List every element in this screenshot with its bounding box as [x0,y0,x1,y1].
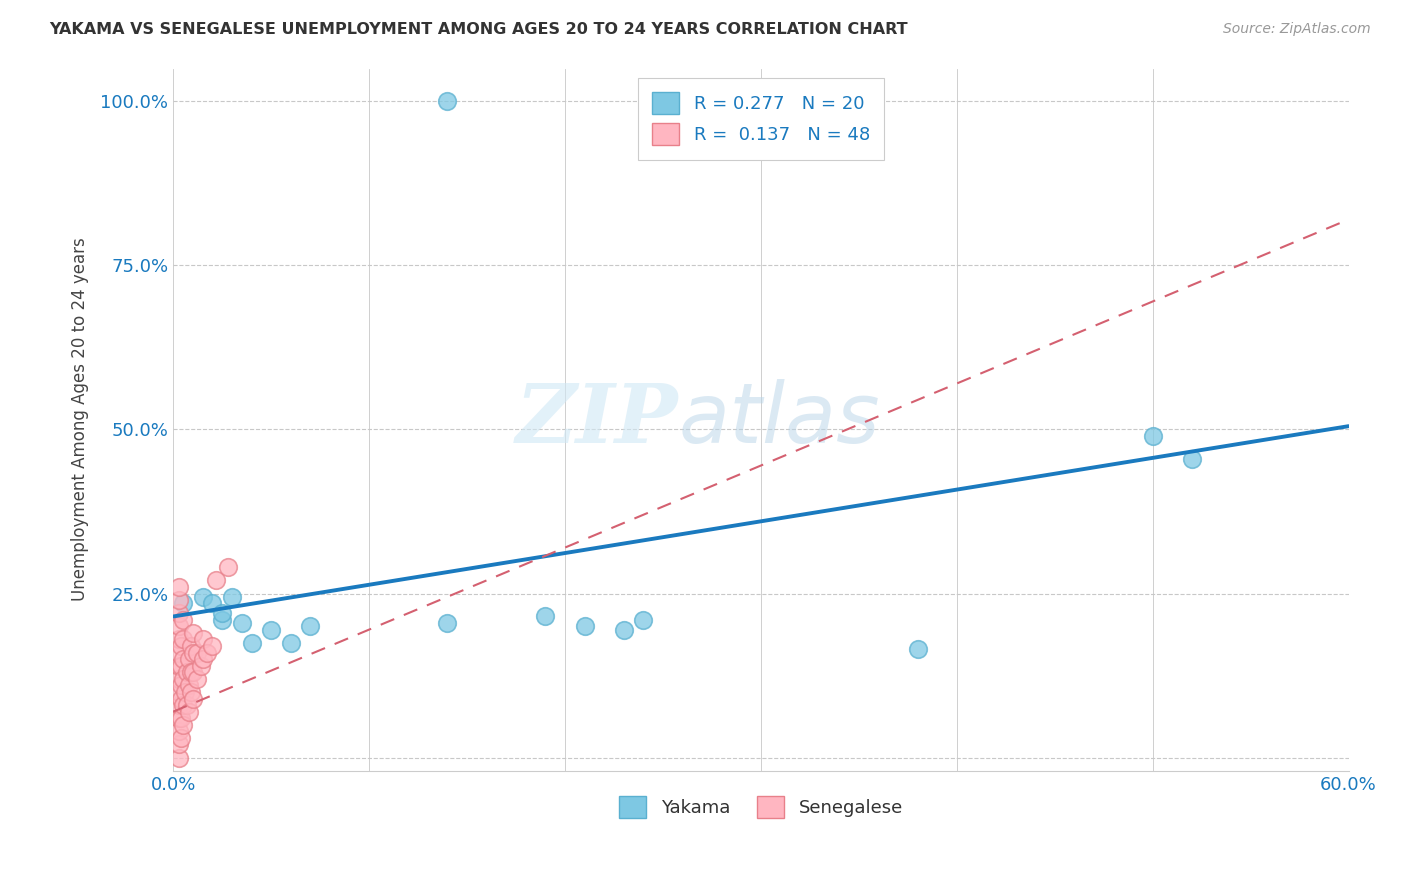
Point [172,652,194,666]
Point [167,658,190,673]
Point [907,642,929,657]
Point [167,685,190,699]
Point [167,593,190,607]
Point [191,652,214,666]
Point [574,619,596,633]
Point [172,718,194,732]
Point [191,590,214,604]
Text: YAKAMA VS SENEGALESE UNEMPLOYMENT AMONG AGES 20 TO 24 YEARS CORRELATION CHART: YAKAMA VS SENEGALESE UNEMPLOYMENT AMONG … [49,22,908,37]
Point [167,580,190,594]
Point [633,613,655,627]
Point [172,632,194,647]
Point [172,596,194,610]
Point [181,691,204,706]
Point [280,636,302,650]
Point [534,609,557,624]
Point [170,731,193,745]
Point [172,672,194,686]
Point [177,705,200,719]
Point [205,574,228,588]
Point [240,636,263,650]
Point [436,615,458,630]
Point [191,632,214,647]
Point [201,596,224,610]
Point [167,619,190,633]
Point [181,646,204,660]
Point [181,626,204,640]
Point [1181,452,1204,467]
Point [170,711,193,725]
Point [177,678,200,692]
Legend: Yakama, Senegalese: Yakama, Senegalese [612,789,910,825]
Point [174,685,197,699]
Text: atlas: atlas [679,379,880,460]
Point [176,698,198,712]
Point [167,672,190,686]
Point [211,613,233,627]
Point [299,619,322,633]
Point [1142,429,1164,443]
Point [190,658,212,673]
Point [172,613,194,627]
Point [211,606,233,620]
Y-axis label: Unemployment Among Ages 20 to 24 years: Unemployment Among Ages 20 to 24 years [72,238,89,601]
Point [180,665,202,680]
Point [260,623,283,637]
Point [201,639,224,653]
Point [172,698,194,712]
Point [167,632,190,647]
Point [170,658,193,673]
Text: ZIP: ZIP [516,380,679,459]
Point [170,678,193,692]
Point [195,646,218,660]
Point [170,691,193,706]
Point [231,615,253,630]
Point [167,738,190,752]
Point [167,724,190,739]
Point [167,646,190,660]
Point [167,606,190,620]
Point [217,560,239,574]
Point [177,652,200,666]
Point [613,623,636,637]
Point [186,646,208,660]
Point [167,750,190,764]
Point [170,639,193,653]
Point [167,698,190,712]
Point [180,685,202,699]
Text: Source: ZipAtlas.com: Source: ZipAtlas.com [1223,22,1371,37]
Point [181,665,204,680]
Point [436,95,458,109]
Point [176,665,198,680]
Point [186,672,208,686]
Point [167,711,190,725]
Point [221,590,243,604]
Point [180,639,202,653]
